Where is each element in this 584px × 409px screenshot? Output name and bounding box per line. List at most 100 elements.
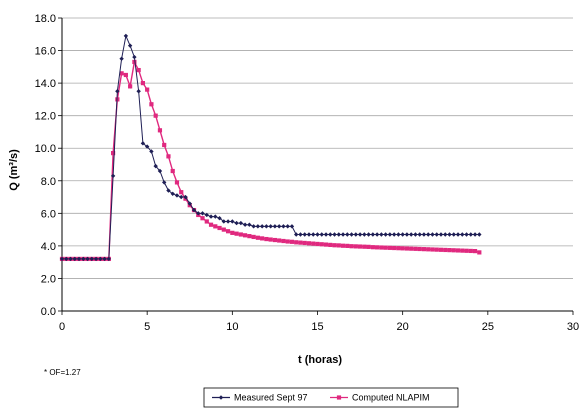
data-point <box>272 224 278 229</box>
data-point <box>225 229 231 234</box>
data-point <box>242 222 248 227</box>
data-point <box>119 71 124 76</box>
data-point <box>392 245 397 251</box>
data-point <box>119 56 124 61</box>
x-tick-label: 10 <box>226 321 238 333</box>
data-point <box>302 232 307 237</box>
data-point <box>464 248 469 253</box>
data-point <box>174 193 180 198</box>
legend-item: Measured Sept 97 <box>212 393 308 403</box>
data-point <box>170 191 175 196</box>
data-point <box>102 256 107 262</box>
data-point <box>366 232 371 237</box>
series-measured <box>59 33 482 262</box>
data-point <box>289 224 295 229</box>
data-point <box>417 232 422 237</box>
data-point <box>140 141 146 146</box>
data-point <box>468 248 473 254</box>
data-point <box>396 246 401 251</box>
y-tick-label: 8.0 <box>41 176 56 188</box>
data-point <box>259 224 265 229</box>
data-point <box>460 248 465 253</box>
data-point <box>221 227 226 232</box>
data-point <box>345 243 350 248</box>
data-point <box>123 33 129 39</box>
data-point <box>451 248 456 253</box>
data-point <box>379 245 384 250</box>
data-point <box>353 232 359 237</box>
data-point <box>243 233 248 238</box>
overflow-factor-note: * OF=1.27 <box>44 368 81 377</box>
data-point <box>315 232 320 237</box>
data-point <box>340 232 346 237</box>
data-point <box>213 214 218 219</box>
data-point <box>447 232 452 237</box>
data-point <box>311 232 316 237</box>
data-point <box>306 241 312 246</box>
y-tick-labels: 0.0 2.0 4.0 6.0 8.0 10.0 12.0 14.0 16.0 18.0 <box>35 13 56 318</box>
data-point <box>85 256 90 262</box>
data-point <box>408 232 414 237</box>
data-point <box>115 89 120 94</box>
data-series <box>59 33 482 262</box>
data-point <box>438 232 444 237</box>
data-point <box>179 194 184 200</box>
data-point <box>404 232 410 237</box>
data-point <box>157 168 163 174</box>
data-point <box>123 72 128 78</box>
data-point <box>208 214 214 219</box>
data-point <box>285 224 290 229</box>
data-point <box>349 232 354 237</box>
data-point <box>247 222 252 227</box>
legend-marker <box>336 395 342 400</box>
legend-item: Computed NLAPIM <box>330 393 430 403</box>
data-point <box>357 232 363 237</box>
data-point <box>238 220 244 226</box>
data-point <box>298 240 303 245</box>
data-point <box>383 245 388 250</box>
data-point <box>379 232 384 237</box>
data-point <box>136 67 141 73</box>
data-point <box>260 236 265 241</box>
data-point <box>153 113 158 118</box>
data-point <box>277 238 282 243</box>
data-point <box>455 232 461 237</box>
data-point <box>443 232 448 237</box>
x-tick-label: 0 <box>59 321 65 333</box>
data-point <box>145 87 150 92</box>
data-point <box>375 245 380 250</box>
data-point <box>323 232 329 237</box>
data-point <box>332 232 337 237</box>
data-point <box>166 188 171 193</box>
data-point <box>438 247 444 252</box>
data-point <box>289 239 295 244</box>
data-point <box>128 84 133 89</box>
data-point <box>400 246 405 251</box>
data-point <box>362 232 367 237</box>
data-point <box>447 248 452 253</box>
data-point <box>328 242 333 248</box>
data-point <box>144 144 150 149</box>
data-point <box>255 235 260 240</box>
data-point <box>251 234 256 240</box>
data-point <box>426 247 431 252</box>
gridlines <box>62 17 573 279</box>
data-point <box>264 236 269 242</box>
y-tick-label: 2.0 <box>41 273 56 285</box>
data-point <box>217 216 222 221</box>
x-tick-label: 15 <box>311 321 323 333</box>
data-point <box>111 151 116 156</box>
data-point <box>140 81 146 86</box>
y-tick-label: 6.0 <box>41 208 56 220</box>
legend-label: Computed NLAPIM <box>352 393 430 403</box>
data-point <box>294 232 299 237</box>
data-point <box>234 231 239 236</box>
data-point <box>234 220 239 226</box>
data-point <box>404 246 410 251</box>
data-point <box>421 247 427 252</box>
data-point <box>136 89 141 94</box>
data-point <box>413 232 418 237</box>
data-point <box>153 163 158 169</box>
data-point <box>187 201 192 206</box>
